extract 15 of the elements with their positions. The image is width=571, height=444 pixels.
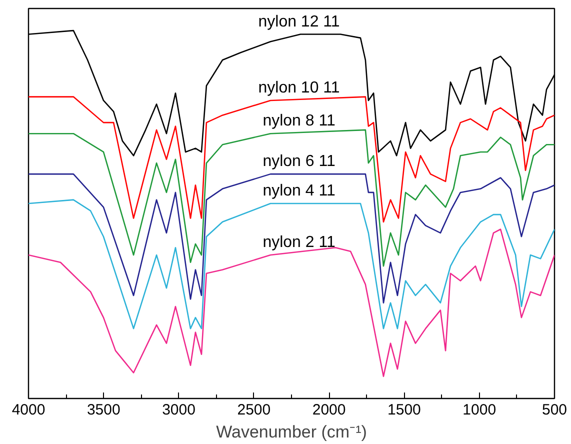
x-axis-title: Wavenumber (cm⁻¹): [216, 422, 367, 442]
x-tick-label: 3000: [162, 402, 196, 418]
x-tick-label: 2500: [237, 402, 271, 418]
series-label: nylon 2 11: [262, 234, 336, 252]
x-tick-label: 2000: [312, 402, 346, 418]
series-label: nylon 12 11: [258, 13, 340, 30]
series-label: nylon 6 11: [262, 153, 336, 170]
series-label: nylon 4 11: [262, 182, 336, 200]
x-tick-label: 500: [542, 402, 568, 418]
x-tick-label: 4000: [12, 402, 46, 418]
x-tick-label: 1000: [462, 402, 496, 418]
series-label: nylon 10 11: [258, 79, 340, 96]
x-tick-label: 1500: [388, 402, 421, 418]
series-label: nylon 8 11: [262, 112, 336, 130]
x-tick-label: 3500: [86, 402, 120, 418]
